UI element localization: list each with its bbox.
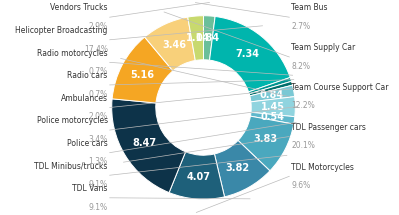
Text: Radio cars: Radio cars [67, 71, 108, 80]
Text: 8.2%: 8.2% [291, 62, 310, 71]
Text: 4.07: 4.07 [186, 172, 210, 182]
Wedge shape [238, 116, 294, 171]
Text: 0.7%: 0.7% [89, 90, 108, 99]
Text: 17.4%: 17.4% [84, 45, 108, 54]
Text: TDL Minibus/trucks: TDL Minibus/trucks [34, 161, 108, 170]
Text: 2.9%: 2.9% [89, 22, 108, 31]
Text: Vendors Trucks: Vendors Trucks [50, 3, 108, 12]
Text: 3.83: 3.83 [253, 134, 277, 144]
Text: Team Supply Car: Team Supply Car [291, 43, 356, 52]
Text: Team Bus: Team Bus [291, 3, 328, 12]
Wedge shape [250, 85, 294, 102]
Text: 5.16: 5.16 [130, 70, 154, 80]
Text: 2.0%: 2.0% [89, 112, 108, 121]
Wedge shape [112, 37, 173, 103]
Text: Helicopter Broadcasting: Helicopter Broadcasting [15, 26, 108, 35]
Text: 3.46: 3.46 [162, 40, 186, 50]
Wedge shape [209, 17, 290, 92]
Wedge shape [251, 97, 295, 117]
Text: 20.1%: 20.1% [291, 141, 315, 150]
Wedge shape [249, 81, 292, 96]
Wedge shape [214, 140, 270, 197]
Wedge shape [251, 112, 295, 124]
Text: TDL Vans: TDL Vans [72, 184, 108, 193]
Text: 9.1%: 9.1% [89, 203, 108, 212]
Text: Police cars: Police cars [67, 139, 108, 148]
Text: 7.34: 7.34 [235, 49, 259, 59]
Text: TDL Motorcycles: TDL Motorcycles [291, 163, 354, 172]
Text: 8.47: 8.47 [132, 138, 156, 149]
Text: 1.45: 1.45 [261, 102, 285, 112]
Text: 0.84: 0.84 [260, 90, 284, 100]
Text: 9.1%: 9.1% [89, 180, 108, 189]
Text: 3.4%: 3.4% [89, 135, 108, 144]
Text: 9.6%: 9.6% [291, 181, 310, 190]
Text: 3.82: 3.82 [226, 163, 250, 173]
Text: Radio motorcycles: Radio motorcycles [37, 49, 108, 58]
Text: 0.84: 0.84 [196, 33, 220, 43]
Text: 2.7%: 2.7% [291, 22, 310, 31]
Wedge shape [188, 16, 203, 60]
Text: Team Course Support Car: Team Course Support Car [291, 83, 389, 92]
Wedge shape [249, 77, 291, 94]
Wedge shape [112, 99, 186, 193]
Text: 0.54: 0.54 [260, 112, 284, 122]
Wedge shape [203, 16, 215, 60]
Text: 1.3%: 1.3% [89, 157, 108, 166]
Text: TDL Passenger cars: TDL Passenger cars [291, 123, 366, 132]
Text: 0.7%: 0.7% [89, 67, 108, 76]
Text: 12.2%: 12.2% [291, 101, 315, 111]
Wedge shape [169, 152, 225, 199]
Wedge shape [145, 17, 195, 71]
Text: Ambulances: Ambulances [61, 94, 108, 103]
Text: Police motorcycles: Police motorcycles [37, 116, 108, 125]
Text: 1.14: 1.14 [186, 34, 209, 43]
